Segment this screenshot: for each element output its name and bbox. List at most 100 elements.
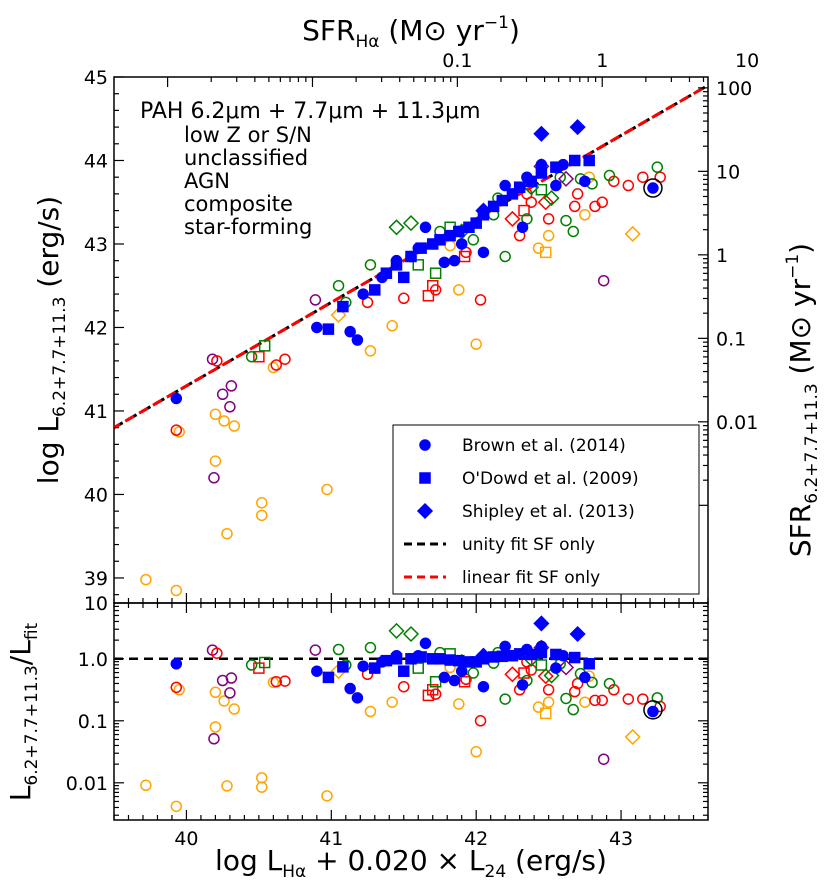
residual-point bbox=[309, 644, 322, 656]
data-point bbox=[364, 259, 377, 271]
legend-marker bbox=[416, 502, 434, 520]
y-tick-label: 42 bbox=[84, 317, 108, 339]
data-point bbox=[487, 200, 500, 213]
residual-point bbox=[467, 667, 480, 679]
data-point bbox=[579, 209, 591, 221]
residual-point bbox=[438, 671, 451, 684]
data-point bbox=[513, 181, 526, 193]
x-axis-label-sub2: 24 bbox=[485, 862, 507, 882]
data-point bbox=[208, 472, 220, 484]
data-point bbox=[455, 238, 468, 250]
residual-point bbox=[170, 658, 183, 670]
data-point bbox=[475, 202, 492, 219]
right-y-axis-label-sub: 6.2+7.7+11.3 bbox=[802, 383, 822, 503]
data-point bbox=[279, 353, 291, 365]
legend-box bbox=[392, 424, 700, 595]
residual-point bbox=[344, 682, 356, 695]
x-tick-label: 41 bbox=[319, 828, 343, 850]
residual-point bbox=[532, 701, 545, 713]
data-point bbox=[597, 274, 610, 287]
residual-point bbox=[504, 666, 521, 683]
legend-label: Shipley et al. (2013) bbox=[462, 502, 635, 522]
data-point bbox=[332, 279, 345, 292]
residual-point bbox=[448, 674, 461, 687]
data-point bbox=[228, 420, 240, 432]
data-point bbox=[453, 225, 465, 238]
data-point bbox=[504, 210, 521, 227]
resid-top-tick-label: 10 bbox=[84, 593, 108, 615]
data-point bbox=[557, 170, 575, 187]
residual-point bbox=[398, 680, 410, 693]
legend-label: Brown et al. (2014) bbox=[462, 436, 626, 456]
y-tick-label: 39 bbox=[84, 568, 108, 590]
top-axis-label-sup: −1 bbox=[484, 13, 509, 33]
data-point bbox=[322, 323, 335, 335]
data-point bbox=[256, 497, 268, 509]
residual-point bbox=[357, 660, 369, 672]
data-point bbox=[390, 254, 403, 267]
residual-point bbox=[647, 705, 659, 718]
residual-point bbox=[209, 686, 222, 699]
residual-point bbox=[496, 650, 509, 663]
top-axis-label-sub: Hα bbox=[355, 32, 379, 52]
data-point bbox=[398, 292, 410, 305]
data-point bbox=[224, 401, 236, 413]
residual-point bbox=[637, 693, 649, 705]
chart-title: PAH 6.2μm + 7.7μm + 11.3μm bbox=[140, 99, 481, 124]
data-point bbox=[398, 271, 410, 284]
residual-point bbox=[173, 684, 185, 696]
residual-point bbox=[402, 625, 420, 643]
residual-point bbox=[322, 671, 335, 684]
residual-y-axis-label-mid: /L bbox=[4, 640, 37, 665]
x-axis-label-pre: log L bbox=[215, 844, 283, 877]
right-y-axis-label: SFR6.2+7.7+11.3 (M⊙ yr−1) bbox=[783, 243, 822, 557]
axis-ticks bbox=[113, 76, 709, 820]
y-tick-label: 40 bbox=[84, 484, 108, 506]
data-point bbox=[516, 221, 529, 234]
residual-point bbox=[228, 703, 240, 715]
residual-point bbox=[225, 672, 238, 684]
top-axis-label: SFRHα (M⊙ yr−1) bbox=[302, 13, 520, 52]
category-labels: low Z or S/NunclassifiedAGNcompositestar… bbox=[184, 123, 312, 239]
residual-point bbox=[533, 615, 550, 632]
residual-point bbox=[221, 780, 233, 792]
residual-point bbox=[579, 671, 591, 684]
residual-point bbox=[412, 649, 424, 662]
data-point bbox=[550, 179, 562, 192]
data-point bbox=[170, 584, 183, 597]
resid-tick-label: 0.1 bbox=[78, 711, 108, 733]
residual-point bbox=[412, 662, 424, 674]
resid-tick-label: 0.01 bbox=[66, 773, 108, 795]
data-point bbox=[309, 294, 322, 306]
data-point bbox=[453, 284, 465, 296]
x-tick-label: 42 bbox=[464, 828, 488, 850]
x-axis-label-mid: + 0.020 × L bbox=[306, 844, 485, 877]
data-point bbox=[467, 234, 480, 246]
data-point bbox=[571, 188, 584, 200]
residual-point bbox=[567, 703, 580, 716]
data-point bbox=[221, 527, 233, 540]
residual-point bbox=[419, 637, 432, 650]
residual-point bbox=[624, 728, 641, 745]
residual-point bbox=[224, 687, 236, 699]
tick-labels: 404142430.111010039404142434445101001010… bbox=[66, 50, 760, 850]
right-y-axis-label-end: ) bbox=[784, 243, 817, 254]
residual-y-axis-label-pre: L bbox=[4, 785, 37, 801]
right-tick-label: 1 bbox=[716, 245, 728, 267]
category-label: low Z or S/N bbox=[184, 123, 312, 147]
category-label: composite bbox=[184, 192, 293, 216]
residual-point bbox=[568, 651, 581, 664]
legend-label: O'Dowd et al. (2009) bbox=[462, 469, 639, 489]
residual-point bbox=[170, 681, 183, 694]
residual-point bbox=[539, 707, 552, 720]
data-point bbox=[429, 284, 442, 296]
data-point bbox=[533, 125, 550, 142]
data-point bbox=[386, 320, 398, 332]
residual-point bbox=[209, 721, 222, 733]
residual-point bbox=[332, 643, 345, 656]
resid-tick-label: 1.0 bbox=[78, 649, 108, 671]
right-tick-label: 0.01 bbox=[716, 412, 758, 434]
data-point bbox=[225, 380, 238, 392]
residual-point bbox=[258, 656, 271, 669]
data-point bbox=[568, 200, 581, 213]
